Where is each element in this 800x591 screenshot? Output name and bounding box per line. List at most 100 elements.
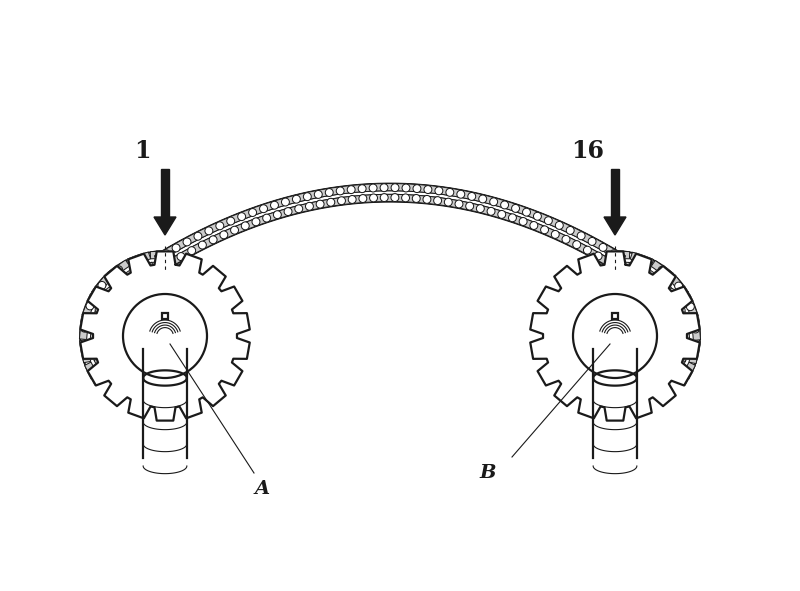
Polygon shape xyxy=(515,204,538,219)
Circle shape xyxy=(501,201,509,209)
Circle shape xyxy=(81,324,89,332)
Polygon shape xyxy=(127,252,150,266)
Circle shape xyxy=(478,195,486,203)
Circle shape xyxy=(172,244,180,252)
Circle shape xyxy=(183,238,191,246)
Circle shape xyxy=(359,194,367,203)
Polygon shape xyxy=(79,317,89,340)
Polygon shape xyxy=(458,201,482,212)
Circle shape xyxy=(306,202,314,210)
Circle shape xyxy=(252,218,260,226)
Circle shape xyxy=(423,196,431,203)
Polygon shape xyxy=(522,219,546,233)
Polygon shape xyxy=(130,262,154,276)
Circle shape xyxy=(490,198,498,206)
Circle shape xyxy=(402,184,410,192)
Polygon shape xyxy=(94,357,111,380)
Polygon shape xyxy=(197,222,220,239)
Circle shape xyxy=(106,288,114,296)
Polygon shape xyxy=(340,184,362,194)
Polygon shape xyxy=(417,184,439,194)
Polygon shape xyxy=(678,362,695,385)
Polygon shape xyxy=(287,203,310,215)
Circle shape xyxy=(562,235,570,243)
Polygon shape xyxy=(554,232,578,248)
Circle shape xyxy=(434,197,442,204)
Polygon shape xyxy=(154,217,176,235)
Polygon shape xyxy=(208,217,231,233)
Polygon shape xyxy=(175,233,198,250)
Polygon shape xyxy=(255,212,278,225)
Polygon shape xyxy=(362,194,385,203)
Circle shape xyxy=(162,250,170,258)
Bar xyxy=(162,313,168,319)
Circle shape xyxy=(262,214,270,222)
Polygon shape xyxy=(114,269,136,288)
Polygon shape xyxy=(450,188,473,199)
Circle shape xyxy=(90,325,98,333)
Circle shape xyxy=(682,369,690,378)
Polygon shape xyxy=(645,269,667,288)
Circle shape xyxy=(466,202,474,210)
Polygon shape xyxy=(405,194,428,203)
Polygon shape xyxy=(330,196,353,206)
Circle shape xyxy=(282,198,290,206)
Polygon shape xyxy=(160,254,182,271)
Circle shape xyxy=(476,204,484,213)
Circle shape xyxy=(314,190,322,199)
Polygon shape xyxy=(150,251,173,259)
Circle shape xyxy=(347,186,355,194)
Circle shape xyxy=(327,199,334,206)
Polygon shape xyxy=(626,262,650,277)
Polygon shape xyxy=(602,245,626,262)
Circle shape xyxy=(566,226,574,235)
Circle shape xyxy=(123,294,207,378)
Circle shape xyxy=(682,326,690,334)
Circle shape xyxy=(391,184,399,191)
Circle shape xyxy=(98,281,106,290)
Circle shape xyxy=(614,261,622,269)
Circle shape xyxy=(545,217,552,225)
Circle shape xyxy=(82,347,90,355)
Polygon shape xyxy=(154,245,178,262)
Circle shape xyxy=(226,217,234,225)
Circle shape xyxy=(402,194,410,202)
Circle shape xyxy=(534,212,542,220)
Polygon shape xyxy=(186,228,210,244)
Circle shape xyxy=(573,294,657,378)
Circle shape xyxy=(326,189,334,196)
Polygon shape xyxy=(669,357,686,380)
Polygon shape xyxy=(384,183,406,191)
Text: B: B xyxy=(480,464,496,482)
Polygon shape xyxy=(681,319,690,342)
Circle shape xyxy=(658,267,666,274)
Polygon shape xyxy=(150,261,174,269)
Circle shape xyxy=(120,274,128,282)
Circle shape xyxy=(284,207,292,216)
Polygon shape xyxy=(92,274,111,296)
Circle shape xyxy=(457,190,465,198)
Circle shape xyxy=(677,306,685,314)
Circle shape xyxy=(98,365,106,373)
Polygon shape xyxy=(592,238,614,256)
Circle shape xyxy=(594,252,602,260)
Circle shape xyxy=(435,187,443,195)
Polygon shape xyxy=(598,254,620,271)
Polygon shape xyxy=(92,298,107,322)
Polygon shape xyxy=(373,183,395,191)
Polygon shape xyxy=(678,338,690,362)
Polygon shape xyxy=(79,339,90,363)
Circle shape xyxy=(167,258,175,266)
Circle shape xyxy=(380,194,388,202)
Polygon shape xyxy=(318,187,341,197)
Polygon shape xyxy=(85,362,102,385)
Circle shape xyxy=(86,302,94,310)
Circle shape xyxy=(370,194,378,202)
Polygon shape xyxy=(341,195,364,204)
Polygon shape xyxy=(482,195,506,208)
Polygon shape xyxy=(604,217,626,235)
Polygon shape xyxy=(244,215,268,229)
Circle shape xyxy=(681,346,689,354)
Polygon shape xyxy=(460,190,483,202)
Circle shape xyxy=(274,211,282,219)
